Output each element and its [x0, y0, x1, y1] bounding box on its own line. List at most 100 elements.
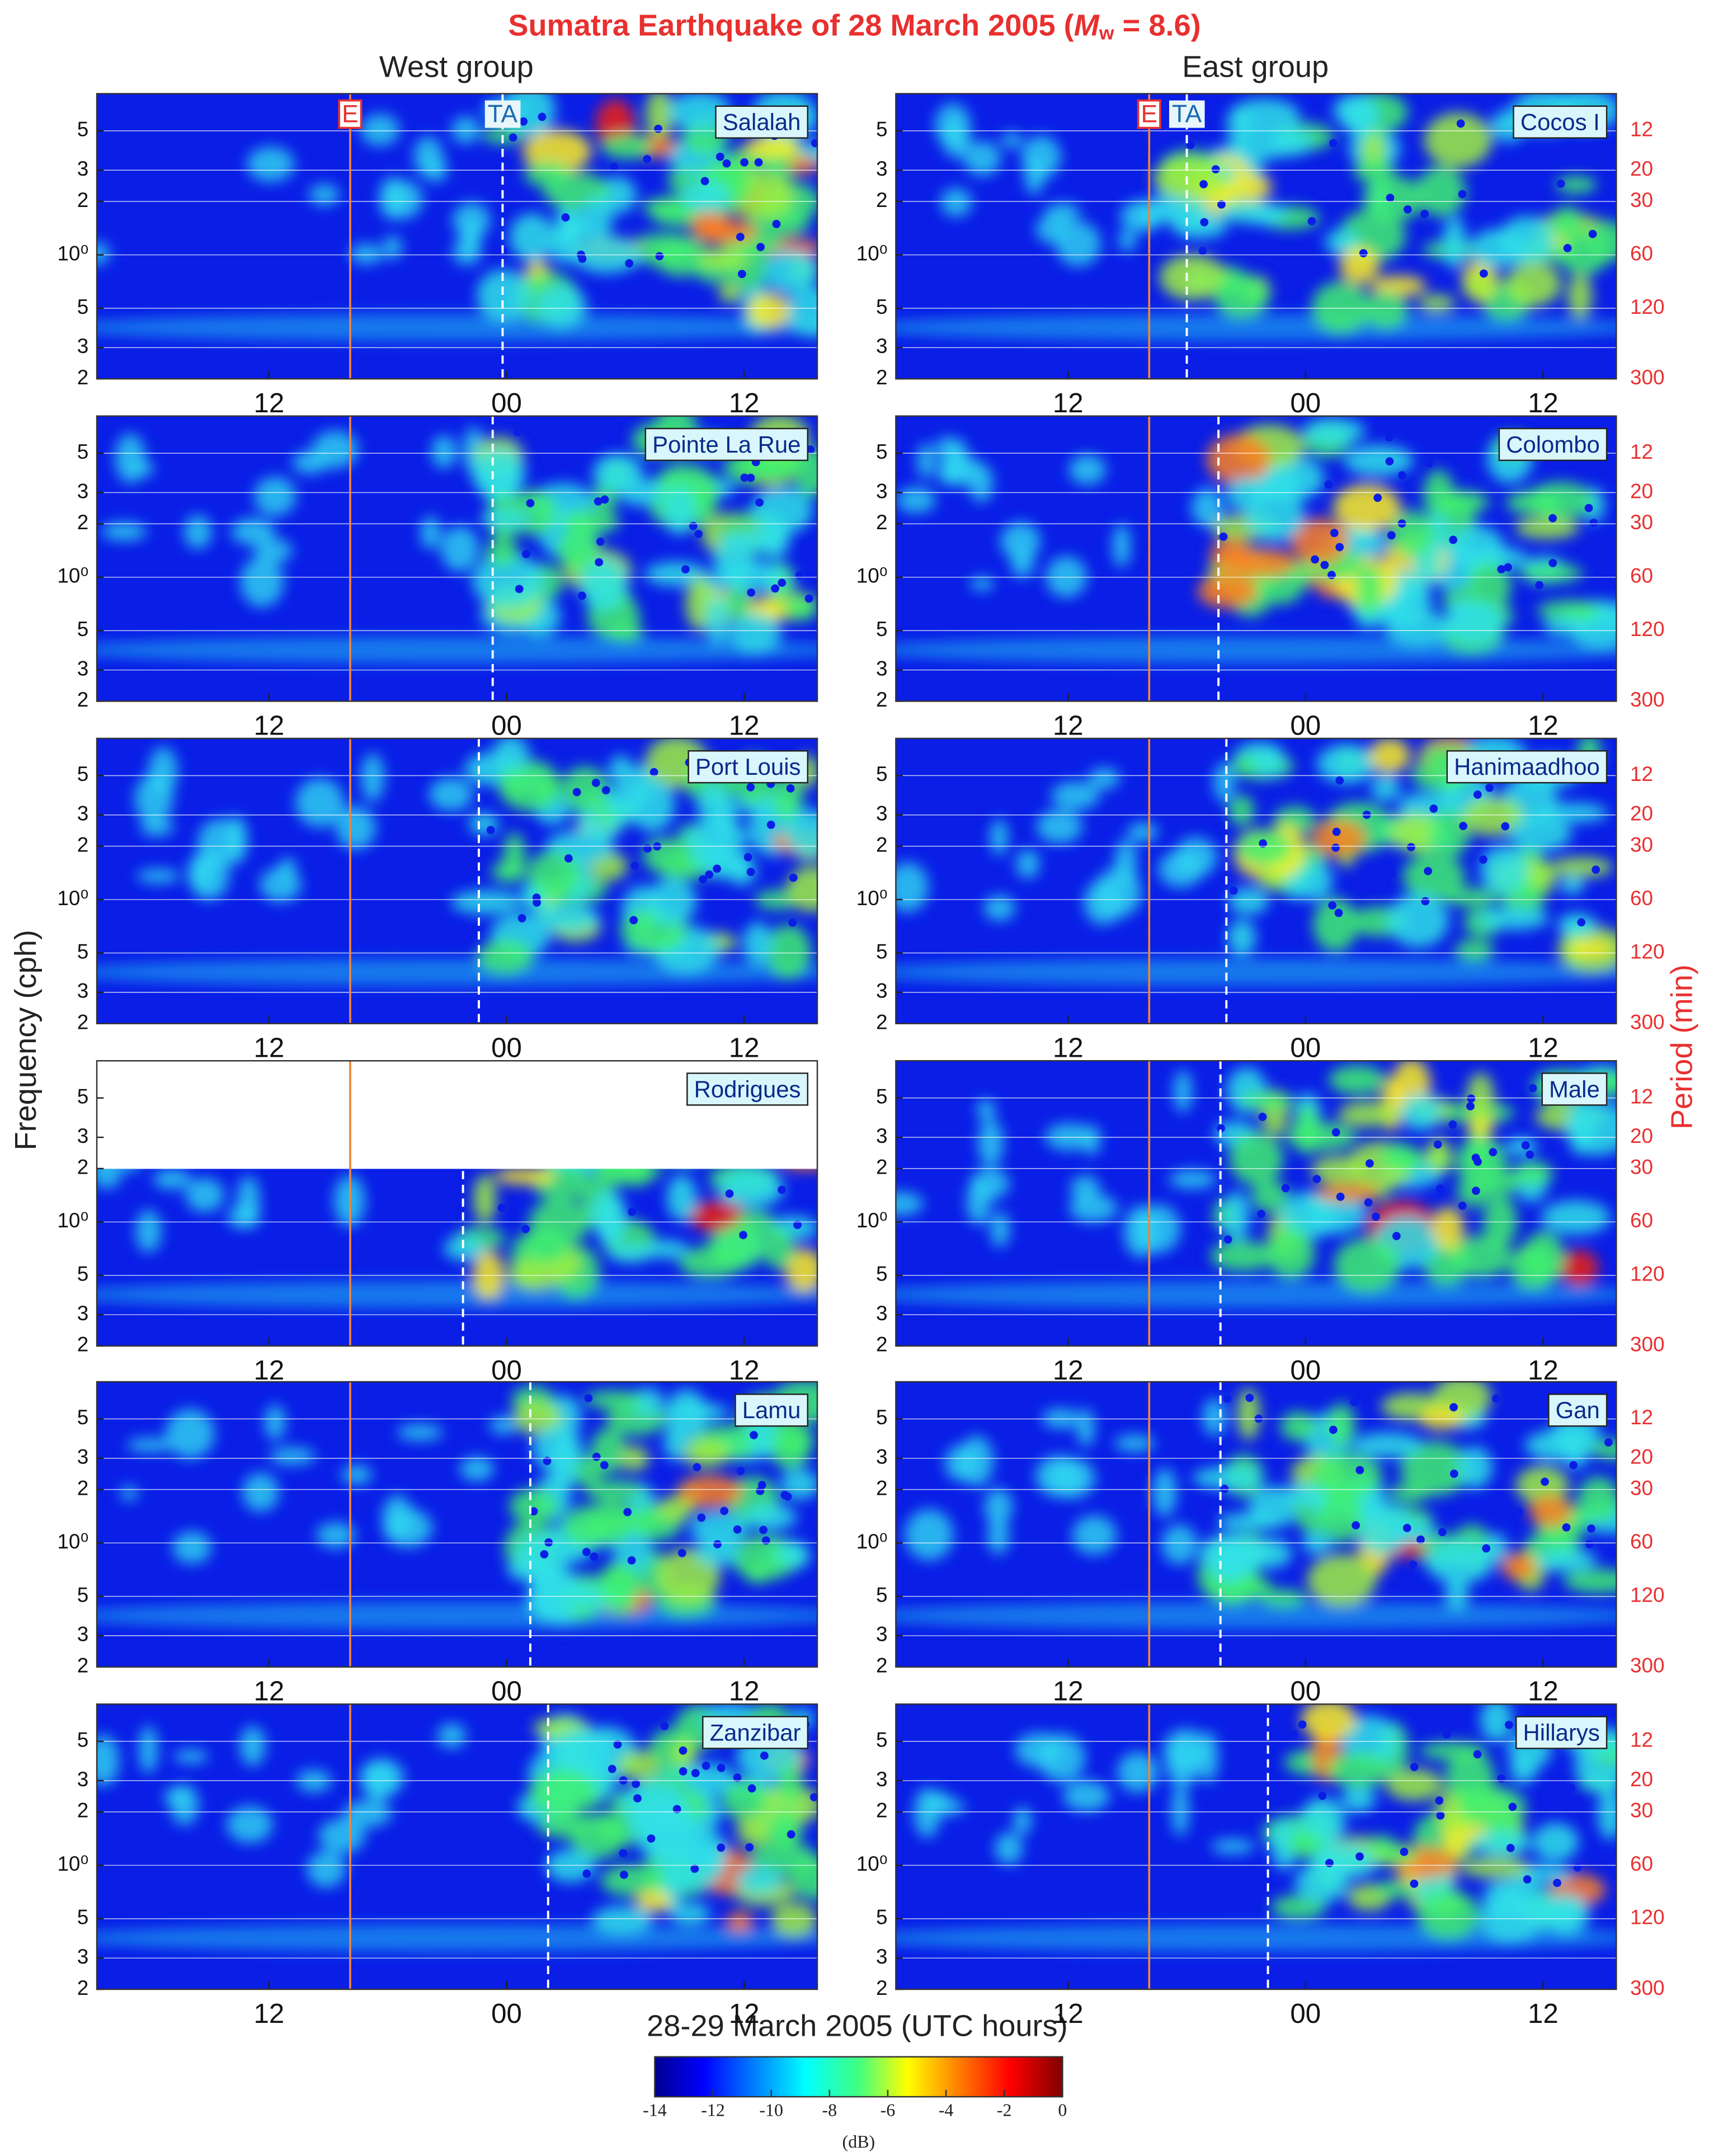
texture — [1161, 1524, 1198, 1565]
texture — [1324, 480, 1333, 489]
y-tick-label: 3 — [876, 335, 888, 357]
y-tick-label: 3 — [77, 157, 89, 180]
texture — [736, 1815, 770, 1847]
texture — [1514, 1508, 1523, 1517]
texture — [1353, 159, 1395, 183]
texture — [318, 1818, 366, 1854]
station-label: Lamu — [742, 1397, 801, 1423]
texture — [715, 152, 724, 161]
texture — [618, 1750, 660, 1780]
texture — [1038, 1734, 1086, 1782]
texture — [771, 1903, 818, 1937]
texture — [562, 509, 620, 535]
y2-tick-label: 120 — [1630, 295, 1665, 318]
texture — [1508, 816, 1572, 852]
texture — [1227, 919, 1256, 956]
y-tick-label: 2 — [876, 189, 888, 211]
texture — [1577, 918, 1586, 927]
texture — [1500, 1552, 1536, 1580]
texture — [1191, 488, 1224, 527]
texture — [705, 870, 714, 879]
texture — [1319, 1489, 1363, 1543]
texture — [1051, 781, 1100, 810]
heatmap — [97, 1704, 818, 1990]
y-tick-label: 5 — [77, 762, 89, 785]
texture — [1331, 843, 1340, 852]
texture — [578, 255, 587, 263]
texture — [472, 553, 544, 609]
x-tick-label: 12 — [1053, 1033, 1084, 1063]
texture — [896, 1192, 924, 1216]
x-tick-label: 00 — [491, 1676, 522, 1707]
texture — [1473, 790, 1482, 799]
chart-title: Sumatra Earthquake of 28 March 2005 (Mw … — [508, 9, 1200, 44]
texture — [1419, 1407, 1464, 1430]
texture — [1562, 1523, 1571, 1532]
y-tick-label: 10⁰ — [856, 1530, 888, 1553]
texture — [1458, 1201, 1467, 1210]
texture — [115, 433, 146, 483]
texture — [1220, 1485, 1229, 1493]
texture — [1549, 856, 1613, 877]
texture — [1245, 1394, 1254, 1402]
y2-tick-label: 60 — [1630, 887, 1653, 910]
texture — [690, 1865, 699, 1873]
texture — [444, 1236, 485, 1261]
texture — [1587, 1524, 1595, 1533]
texture — [1334, 908, 1343, 917]
texture — [1232, 1576, 1273, 1599]
y-tick-label: 2 — [876, 1799, 888, 1822]
texture — [1407, 843, 1415, 851]
texture — [1467, 562, 1512, 610]
texture — [649, 768, 658, 776]
texture — [1400, 1441, 1470, 1496]
texture — [1366, 1159, 1374, 1168]
texture — [1342, 96, 1378, 139]
texture — [1328, 901, 1337, 910]
texture — [1359, 249, 1368, 257]
y-axis-label: Frequency (cph) — [9, 930, 43, 1150]
texture — [1070, 1175, 1100, 1202]
texture — [1385, 1768, 1443, 1801]
panel: 5 3 2 10⁰ 5 3 2 12 00 12 Pointe La Rue — [57, 415, 818, 741]
texture — [1476, 431, 1485, 440]
texture — [529, 1769, 596, 1817]
texture — [1171, 214, 1228, 239]
texture — [694, 530, 703, 539]
texture — [582, 1547, 591, 1556]
station-box — [702, 1716, 809, 1749]
texture — [1289, 1730, 1298, 1739]
texture — [744, 1562, 771, 1584]
texture — [1213, 274, 1269, 319]
texture — [587, 1500, 634, 1545]
texture — [1320, 561, 1329, 569]
texture — [509, 133, 517, 142]
texture — [1311, 1844, 1374, 1876]
y-tick-label: 5 — [876, 440, 888, 463]
texture — [1112, 524, 1131, 568]
colorbar-tick-label: 0 — [1058, 2100, 1067, 2120]
heatmap-texture — [97, 738, 818, 986]
texture — [601, 134, 653, 159]
texture — [595, 558, 604, 567]
x-tick-label: 12 — [1528, 1676, 1559, 1707]
texture — [1035, 1455, 1083, 1498]
y2-tick-label: 30 — [1630, 511, 1653, 534]
texture — [1548, 558, 1557, 567]
texture — [519, 117, 528, 126]
texture — [1458, 190, 1467, 199]
panel-frame — [895, 415, 1617, 702]
texture — [725, 1189, 734, 1198]
texture — [1307, 216, 1316, 225]
x-tick-label: 00 — [1290, 710, 1321, 741]
texture — [1597, 1787, 1617, 1840]
texture — [625, 259, 634, 268]
texture — [230, 517, 276, 545]
texture — [1523, 1875, 1532, 1884]
event-box — [1137, 99, 1161, 129]
texture — [643, 154, 652, 163]
texture — [1499, 215, 1555, 264]
texture — [747, 588, 756, 597]
texture — [1560, 1250, 1599, 1287]
texture — [1425, 1541, 1494, 1584]
